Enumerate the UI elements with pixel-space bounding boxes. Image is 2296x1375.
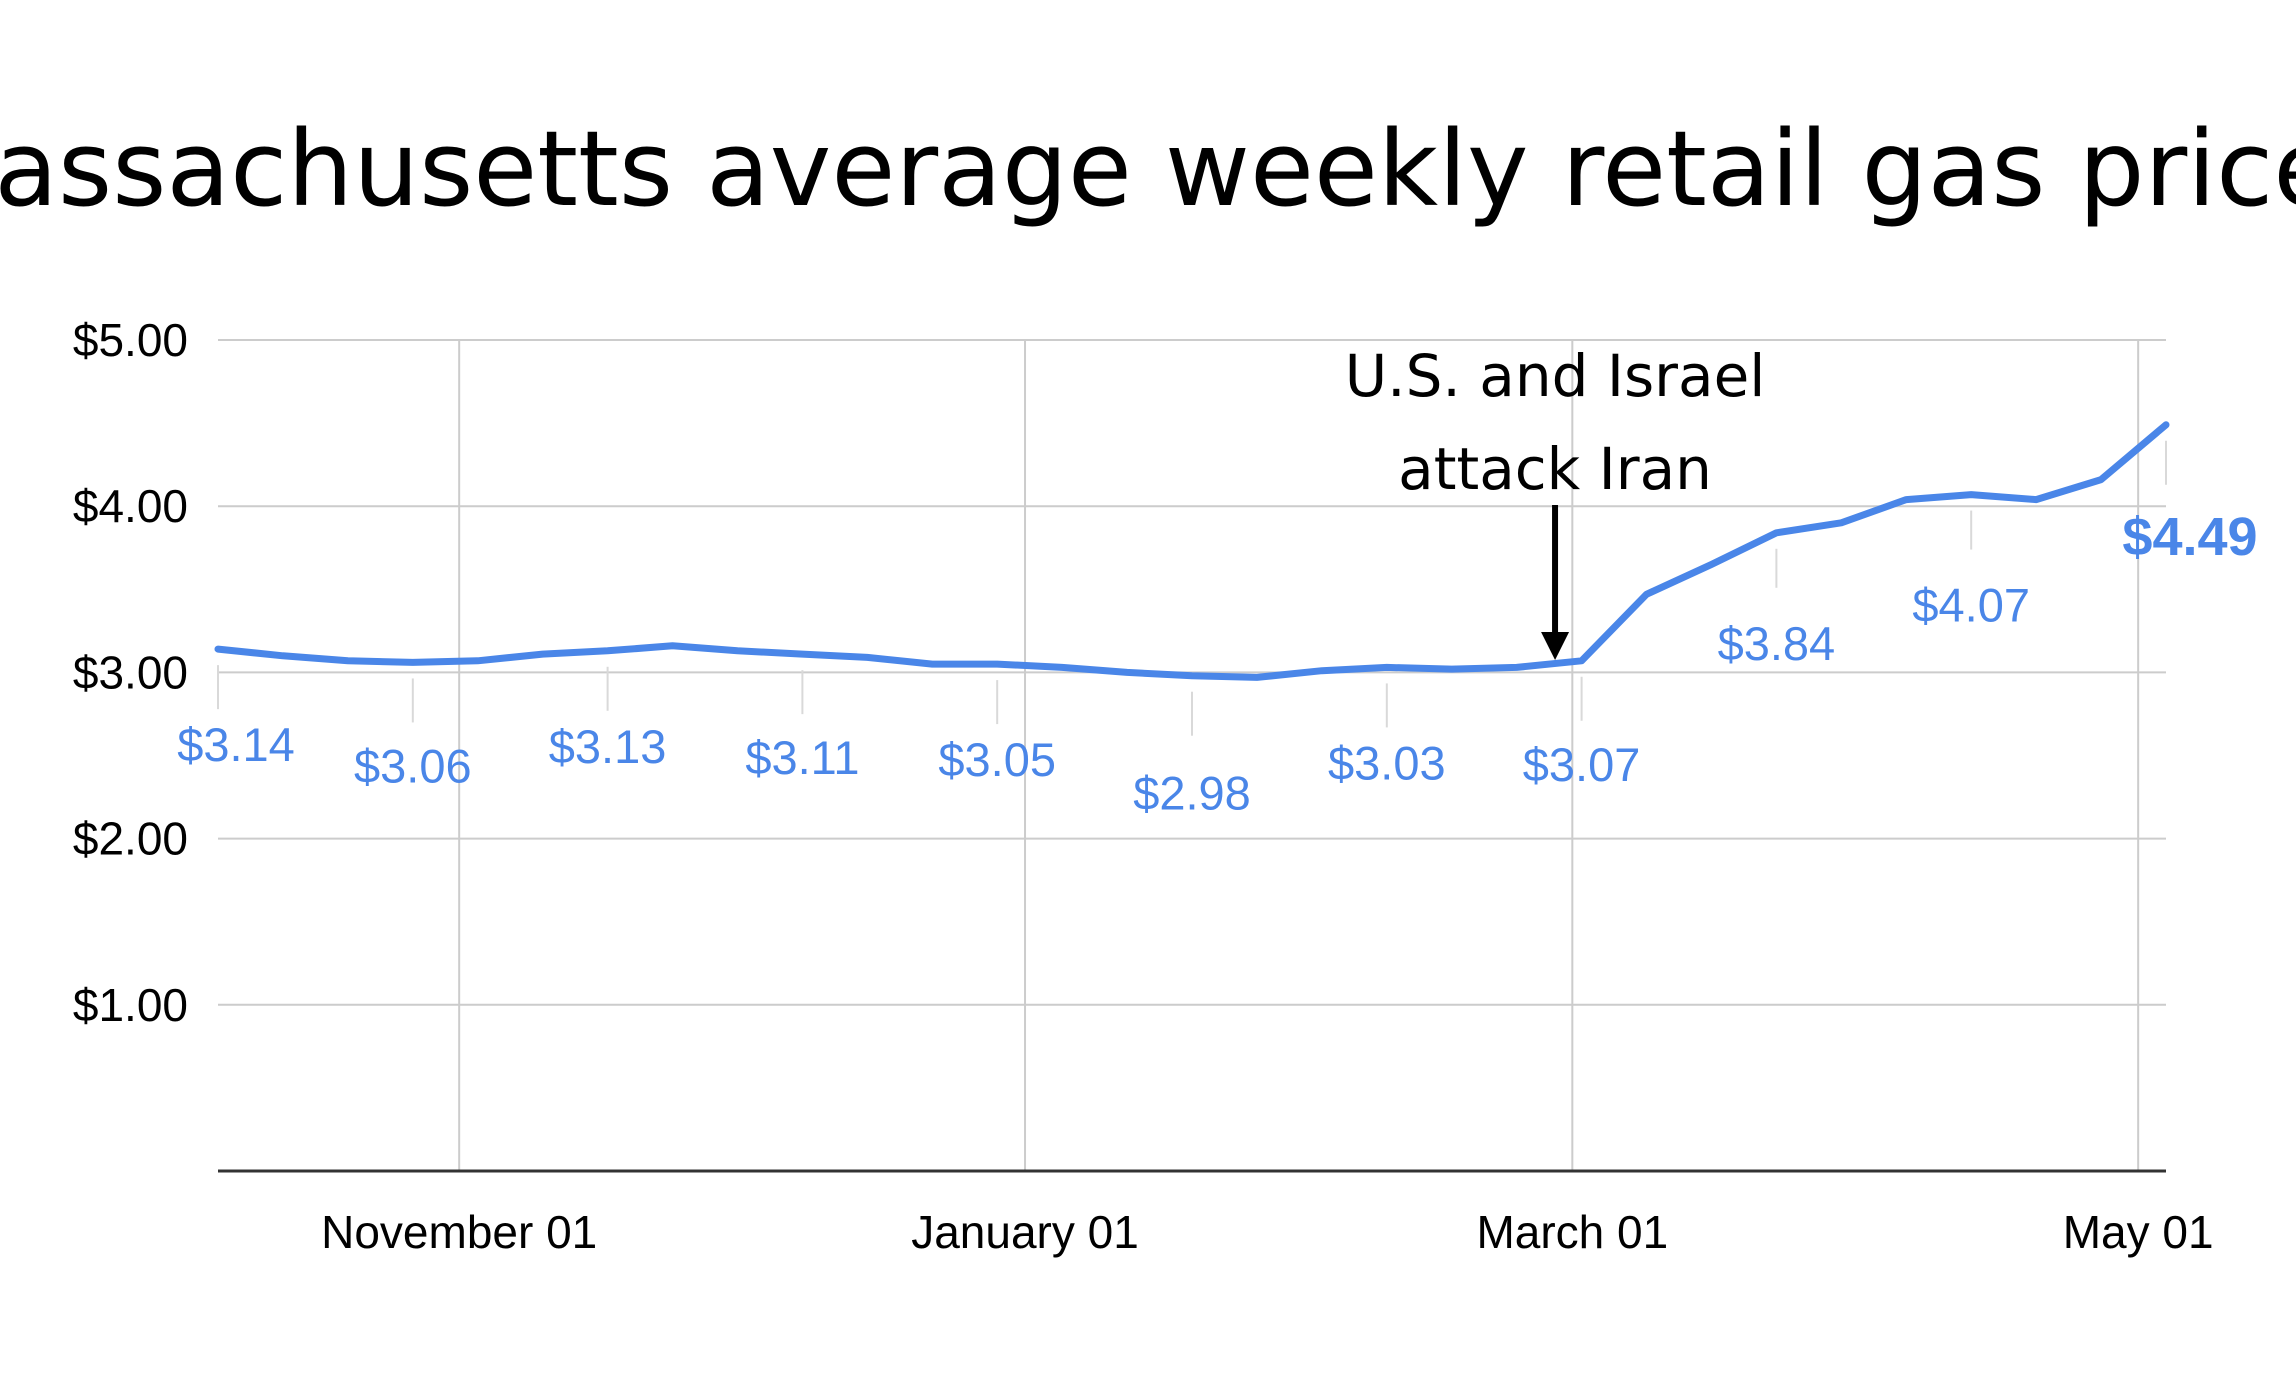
data-label: $3.07 [1523, 738, 1641, 791]
y-tick-label: $1.00 [73, 979, 188, 1031]
y-tick-label: $2.00 [73, 813, 188, 865]
series-layer [214, 421, 2170, 681]
y-tick-label: $3.00 [73, 646, 188, 698]
data-label: $3.03 [1328, 736, 1446, 789]
gridlines [218, 339, 2166, 1171]
data-label: $3.06 [354, 739, 472, 792]
data-label: $3.84 [1718, 617, 1836, 670]
chart-title: Massachusetts average weekly retail gas … [0, 108, 2296, 230]
annotation-arrowhead [1541, 632, 1570, 660]
x-tick-label: January 01 [911, 1206, 1139, 1258]
data-label: $3.13 [549, 720, 667, 773]
y-tick-label: $5.00 [73, 314, 188, 366]
x-tick-label: May 01 [2063, 1206, 2214, 1258]
annotation-text: U.S. and Israel [1345, 342, 1766, 410]
annotation-text: attack Iran [1398, 435, 1712, 503]
data-label: $3.05 [938, 733, 1056, 786]
x-tick-label: March 01 [1476, 1206, 1668, 1258]
data-label: $4.07 [1912, 579, 2030, 632]
tick-labels: $5.00 $4.00 $3.00 $2.00 $1.00 November 01 Janu… [73, 314, 2214, 1258]
annotation: U.S. and Israel attack Iran [1345, 342, 1766, 660]
data-label: $3.14 [177, 718, 295, 771]
x-tick-label: November 01 [321, 1206, 597, 1258]
y-tick-label: $4.00 [73, 480, 188, 532]
data-labels: $3.14 $3.06 $3.13 $3.11 $3.05 $2.98 $3.03 $3.07… [177, 440, 2258, 820]
series-line [214, 421, 2170, 681]
data-label: $2.98 [1133, 767, 1251, 820]
data-label: $4.49 [2122, 507, 2257, 567]
data-label: $3.11 [745, 731, 859, 784]
